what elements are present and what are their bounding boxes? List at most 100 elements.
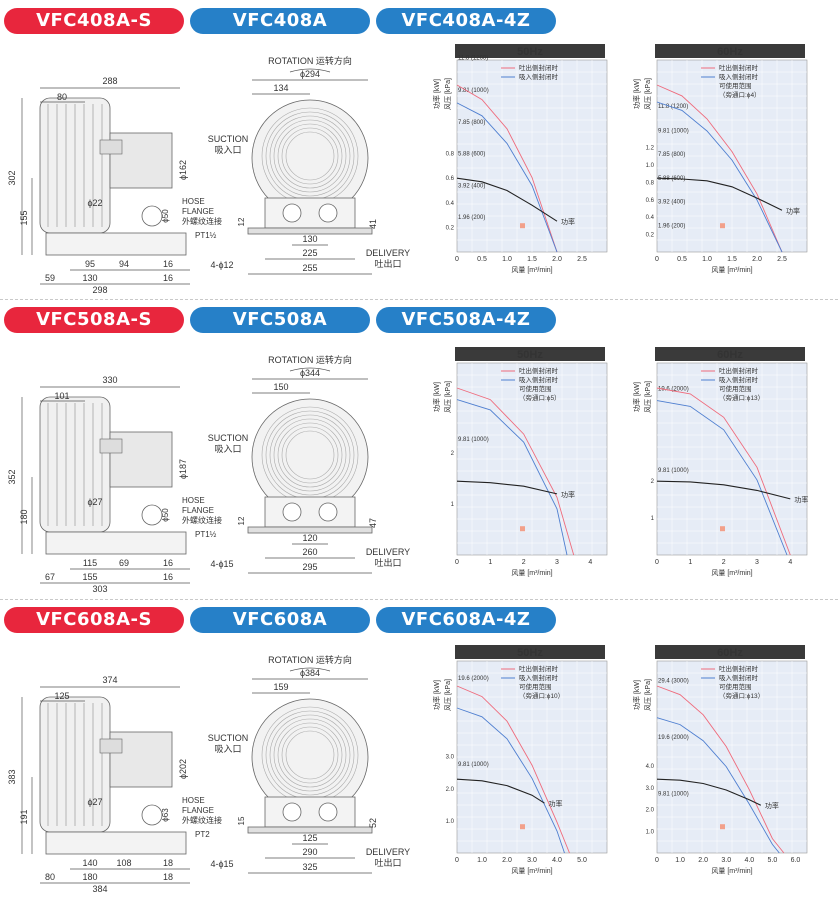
dim-front-bot2-label: 225 [302, 248, 317, 258]
x-tick-label: 2 [722, 559, 726, 566]
dim-height-lower-label: 180 [19, 509, 29, 524]
delivery-port [318, 203, 338, 223]
x-tick-label: 3 [755, 559, 759, 566]
dim-height-label: 383 [7, 769, 17, 784]
chart-svg: 60Hz 功率 [kW] 风压 [kPa] 风量 [m³/min] 0 0.5 1.0 1.5… [633, 44, 808, 274]
x-tick-label: 2.5 [577, 256, 587, 263]
kw-tick-label: 2.0 [646, 808, 655, 814]
x-tick-label: 6.0 [791, 857, 801, 864]
impeller-ring [285, 430, 335, 480]
impeller-ring [285, 730, 335, 780]
kpa-tick-label: 7.85 (800) [458, 120, 485, 126]
hose-label-en2: FLANGE [182, 506, 214, 515]
impeller-ring [285, 131, 335, 181]
delivery-label-cn: 吐出口 [374, 557, 401, 568]
model-badge-s: VFC608A-S [4, 607, 184, 633]
kpa-tick-label: 19.6 (2000) [658, 735, 689, 741]
dim-total-label: 298 [92, 285, 107, 293]
rotation-arrow [289, 68, 331, 73]
ylabel-left: 功率 [kW] [633, 79, 641, 109]
chart-svg: 50Hz 功率 [kW] 风压 [kPa] 风量 [m³/min] 0 1.0 2.0 3.0… [433, 645, 608, 875]
chart-title: 60Hz [717, 349, 743, 361]
series-line-0 [656, 685, 785, 854]
rotation-label: ROTATION 运转方向 [268, 654, 352, 665]
dim-bot3-label: 16 [163, 558, 173, 568]
legend-label: 吸入侧封闭时 [719, 375, 759, 384]
dim-flange-h-label: 15 [237, 816, 246, 825]
side-view: 288 80 302 155 ϕ22 ϕ162 ϕ50 95 94 16 59 130 16 298 HOS… [7, 76, 222, 293]
series-line-1 [456, 102, 558, 253]
kw-tick-label: 0.2 [446, 225, 455, 231]
impeller-ring [277, 123, 343, 189]
performance-chart-60hz: 60Hz 功率 [kW] 风压 [kPa] 风量 [m³/min] 0 1.0 2.0 3.0… [633, 645, 825, 897]
dim-front-bot2-label: 260 [302, 547, 317, 557]
ylabel-right: 风压 [kPa] [644, 78, 652, 110]
dim-bot3-label: 16 [163, 259, 173, 269]
x-tick-label: 4.0 [744, 857, 754, 864]
series-line-0 [456, 84, 558, 253]
suction-label-en: SUCTION [208, 134, 249, 144]
legend-label: 吸入侧封闭时 [719, 673, 759, 682]
dim-top-label: 288 [102, 76, 117, 86]
dim-top-label: 330 [102, 375, 117, 385]
terminal-box [99, 738, 123, 754]
model-badge-4z: VFC508A-4Z [376, 307, 556, 333]
ylabel-left: 功率 [kW] [433, 680, 441, 710]
ylabel-left: 功率 [kW] [433, 382, 441, 412]
x-tick-label: 1.5 [527, 256, 537, 263]
rotation-label: ROTATION 运转方向 [268, 55, 352, 66]
kpa-tick-label: 9.81 (1000) [458, 437, 489, 443]
series-line-0 [656, 387, 791, 556]
section-divider [0, 599, 838, 600]
pt-label: PT1½ [195, 231, 217, 240]
hose-label-cn: 外螺纹连接 [182, 515, 222, 525]
rotation-label: ROTATION 运转方向 [268, 354, 352, 365]
dim-dia-flange-label: ϕ162 [178, 160, 188, 180]
chart-title-bar [455, 645, 605, 659]
legend-label: （旁通口:ϕ4） [719, 90, 761, 99]
dim-front-dia-label: ϕ384 [300, 668, 320, 678]
series-line-2 [456, 778, 545, 804]
delivery-port [318, 802, 338, 822]
x-tick-label: 1 [488, 559, 492, 566]
x-tick-label: 4 [588, 559, 592, 566]
x-tick-label: 1.0 [502, 256, 512, 263]
rotation-arrow [289, 667, 331, 672]
dim-total-label: 384 [92, 884, 107, 892]
performance-chart-50hz: 50Hz 功率 [kW] 风压 [kPa] 风量 [m³/min] 0 1.0 2.0 3.0… [433, 645, 625, 897]
delivery-label-en: DELIVERY [366, 847, 410, 857]
kw-tick-label: 1.0 [446, 819, 455, 825]
series-line-1 [456, 707, 565, 854]
kpa-tick-label: 19.6 (2000) [458, 676, 489, 682]
dim-bot4-label: 59 [45, 273, 55, 283]
hose-flange [141, 804, 163, 826]
chart-title: 50Hz [517, 46, 543, 58]
xlabel: 风量 [m³/min] [511, 266, 552, 274]
impeller-ring [269, 414, 351, 496]
model-badge-4z: VFC408A-4Z [376, 8, 556, 34]
hose-flange [141, 205, 163, 227]
series-line-2 [656, 480, 791, 500]
dim-front-dia-label: ϕ294 [300, 69, 320, 79]
legend-label: 吐出侧封闭时 [719, 664, 759, 673]
kpa-tick-label: 3.92 (400) [658, 200, 685, 206]
dim-right-h-label: 52 [368, 818, 378, 828]
range-marker [520, 223, 525, 229]
dim-bot2-label: 94 [119, 259, 129, 269]
performance-chart-60hz: 60Hz 功率 [kW] 风压 [kPa] 风量 [m³/min] 0 1 2 3 4 2 1 19.… [633, 347, 825, 599]
kpa-tick-label: 9.81 (1000) [458, 88, 489, 94]
series-line-2 [656, 778, 762, 806]
x-tick-label: 0.5 [677, 256, 687, 263]
chart-title: 50Hz [517, 349, 543, 361]
chart-title-bar [655, 347, 805, 361]
impeller-ring [269, 714, 351, 796]
delivery-port [318, 502, 338, 522]
dim-bot6-label: 16 [163, 572, 173, 582]
dim-front-top-label: 159 [273, 682, 288, 692]
base-plate [45, 232, 187, 256]
kw-tick-label: 0.6 [446, 176, 455, 182]
legend-label: 吐出侧封闭时 [719, 63, 759, 72]
impeller-ring [281, 127, 339, 185]
dim-bot2-label: 69 [119, 558, 129, 568]
legend-label: 可使用范围 [719, 384, 752, 393]
